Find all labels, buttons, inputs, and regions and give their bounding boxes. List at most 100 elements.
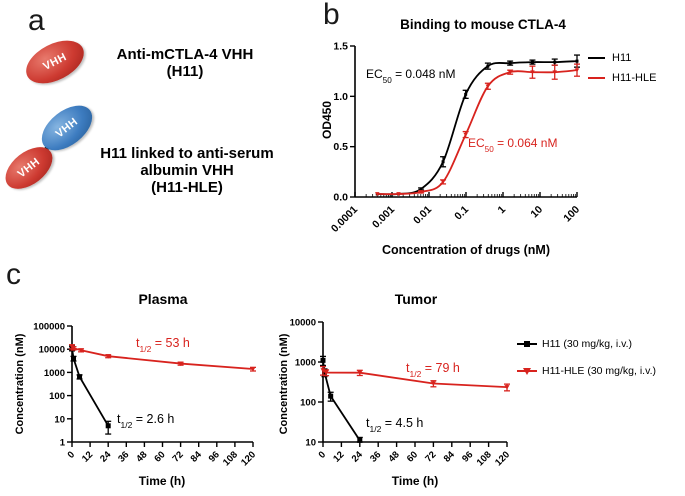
tumor-chart: 10 100 1000 10000 0 12 24 36 48 60 72 84 96 108 120 (290, 318, 513, 469)
svg-text:0.01: 0.01 (411, 204, 434, 227)
h11-hle-triangle-marker-swatch (517, 366, 537, 376)
ec50-h11-sub: 50 (382, 75, 392, 85)
h11-hle-label-line1: H11 linked to anti-serum (100, 145, 274, 162)
thalf-pre: t (136, 336, 140, 350)
h11-square-marker-swatch (517, 339, 537, 349)
legend-item-h11-hle: H11-HLE (588, 68, 656, 88)
svg-text:0.0: 0.0 (333, 192, 348, 204)
thalf-sub: 1/2 (139, 344, 152, 355)
svg-text:12: 12 (331, 449, 346, 464)
thalf-value: = 53 h (151, 336, 190, 350)
svg-text:0.1: 0.1 (452, 204, 471, 223)
h11-label-line2: (H11) (166, 63, 204, 80)
binding-x-axis-label: Concentration of drugs (nM) (381, 243, 551, 257)
svg-text:10: 10 (54, 414, 65, 425)
binding-y-axis-label: OD450 (320, 100, 334, 140)
svg-text:60: 60 (405, 449, 420, 464)
thalf-value: = 2.6 h (132, 412, 175, 426)
svg-text:12: 12 (80, 449, 95, 464)
ec50-hle-value: = 0.064 nM (493, 136, 558, 150)
svg-text:24: 24 (350, 449, 366, 465)
panel-b-letter: b (323, 0, 340, 31)
plasma-y-axis-label: Concentration (nM) (14, 333, 26, 435)
svg-text:84: 84 (442, 449, 458, 465)
tumor-chart-title: Tumor (394, 291, 438, 307)
h11-hle-label-line3: (H11-HLE) (151, 179, 223, 196)
svg-text:10000: 10000 (290, 318, 316, 329)
svg-text:10: 10 (528, 204, 545, 221)
plasma-x-axis-label: Time (h) (138, 474, 186, 488)
svg-text:72: 72 (170, 449, 185, 464)
panel-a-letter: a (28, 4, 45, 37)
legend-item-h11: H11 (588, 48, 656, 68)
panel-c-letter: c (6, 258, 21, 291)
svg-text:108: 108 (475, 449, 494, 468)
svg-text:100: 100 (49, 391, 65, 402)
svg-text:96: 96 (460, 449, 475, 464)
ec50-hle-pre: EC (468, 136, 485, 150)
svg-text:10: 10 (305, 438, 316, 449)
svg-text:0: 0 (66, 449, 78, 461)
svg-text:48: 48 (134, 449, 149, 464)
tumor-x-axis-label: Time (h) (391, 474, 439, 488)
thalf-pre: t (117, 412, 121, 426)
svg-text:36: 36 (116, 449, 131, 464)
svg-text:100: 100 (561, 204, 582, 225)
h11-hle-label-line2: albumin VHH (140, 162, 234, 179)
tumor-axes: 10 100 1000 10000 0 12 24 36 48 60 72 84 96 108 120 (290, 318, 513, 469)
thalf-sub: 1/2 (120, 420, 133, 431)
binding-series-H11-HLE (375, 63, 580, 197)
svg-text:48: 48 (386, 449, 401, 464)
h11-line-swatch (588, 56, 605, 60)
vhh-domain-label: VHH (41, 51, 69, 73)
h11-hle-label: H11 linked to anti-serum albumin VHH (H1… (67, 145, 307, 196)
thalf-pre: t (406, 361, 410, 375)
legend-item-h11-hle-dose: H11-HLE (30 mg/kg, i.v.) (517, 364, 656, 378)
thalf-sub: 1/2 (409, 369, 422, 380)
thalf-value: = 79 h (421, 361, 460, 375)
legend-label-h11-dose: H11 (30 mg/kg, i.v.) (542, 338, 633, 350)
svg-text:1000: 1000 (44, 368, 65, 379)
svg-text:120: 120 (493, 449, 512, 468)
svg-text:0: 0 (317, 449, 329, 461)
thalf-value: = 4.5 h (381, 416, 424, 430)
svg-text:36: 36 (368, 449, 383, 464)
plasma-series-H11 (30 mg/kg, i.v.) (69, 345, 112, 435)
tumor-thalf-annotation-h11-hle: t1/2 = 79 h (406, 361, 460, 380)
legend-label-h11-hle: H11-HLE (612, 72, 657, 84)
tumor-y-axis-label: Concentration (nM) (278, 333, 290, 435)
svg-text:60: 60 (152, 449, 167, 464)
svg-text:1: 1 (60, 438, 66, 449)
ec50-h11-pre: EC (366, 67, 383, 81)
svg-text:1: 1 (496, 204, 509, 217)
panel-a: VHH Anti-mCTLA-4 VHH (H11) VHH VHH H11 l… (0, 0, 330, 210)
svg-text:100000: 100000 (33, 322, 65, 333)
svg-text:1000: 1000 (295, 358, 316, 369)
legend-label-h11-hle-dose: H11-HLE (30 mg/kg, i.v.) (542, 365, 656, 377)
ec50-annotation-h11: EC50 = 0.048 nM (366, 67, 455, 85)
thalf-pre: t (366, 416, 370, 430)
svg-text:1.0: 1.0 (333, 91, 348, 103)
tumor-series-H11-HLE (30 mg/kg, i.v.) (320, 365, 510, 392)
svg-text:96: 96 (207, 449, 222, 464)
h11-hle-line-swatch (588, 76, 605, 80)
legend-item-h11-dose: H11 (30 mg/kg, i.v.) (517, 337, 656, 351)
svg-text:0.001: 0.001 (370, 204, 397, 231)
svg-text:1.5: 1.5 (333, 41, 348, 53)
binding-chart-title: Binding to mouse CTLA-4 (400, 17, 566, 32)
svg-text:108: 108 (221, 449, 240, 468)
h11-label-line1: Anti-mCTLA-4 VHH (116, 46, 254, 63)
legend-label-h11: H11 (612, 52, 632, 64)
plasma-thalf-annotation-h11: t1/2 = 2.6 h (117, 412, 175, 431)
binding-chart: 0.0 0.5 1.0 1.5 0.0001 0.001 0.01 0.1 1 10 100 (329, 41, 582, 235)
svg-text:10000: 10000 (39, 345, 65, 356)
binding-legend: H11 H11-HLE (588, 48, 656, 88)
svg-text:100: 100 (300, 398, 316, 409)
svg-text:0.0001: 0.0001 (329, 204, 360, 235)
svg-text:24: 24 (98, 449, 114, 465)
ec50-annotation-h11-hle: EC50 = 0.064 nM (468, 136, 558, 154)
ec50-hle-sub: 50 (484, 144, 494, 154)
thalf-sub: 1/2 (369, 424, 382, 435)
plasma-chart-title: Plasma (138, 291, 188, 307)
